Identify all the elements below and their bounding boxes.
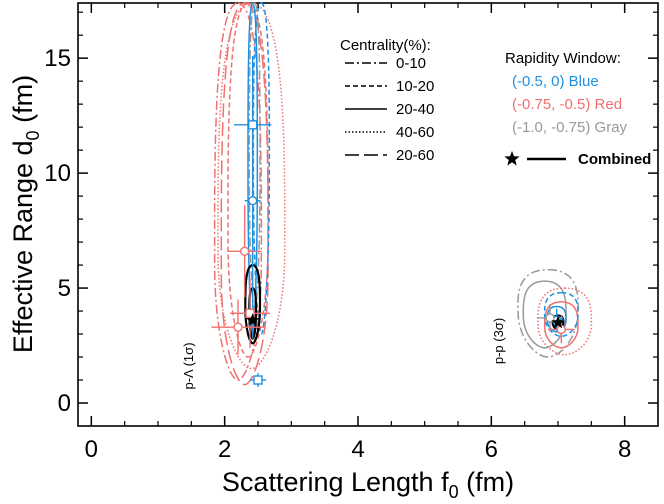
- centrality-legend-label: 10-20: [396, 78, 434, 95]
- annotation-p-lambda: p-Λ (1σ): [181, 342, 196, 389]
- data-point-circle: [545, 313, 555, 323]
- data-point-star: [551, 315, 565, 329]
- contour-p-p-blue-short-dash: [543, 291, 579, 338]
- x-tick-label: 6: [485, 436, 498, 463]
- contour-p-p-gray-dash-dot: [517, 268, 579, 358]
- centrality-legend: 0-10 10-20 20-40 40-60 20-60: [345, 55, 434, 164]
- data-point-circle: [239, 246, 250, 256]
- contour-p-lambda-red-long-dash: [220, 2, 269, 386]
- rapidity-legend-title: Rapidity Window:: [505, 50, 621, 67]
- annotation-p-p: p-p (3σ): [491, 318, 506, 364]
- centrality-legend-label: 0-10: [396, 55, 426, 72]
- centrality-legend-title: Centrality(%):: [340, 37, 431, 54]
- x-tick-label: 0: [85, 436, 98, 463]
- rapidity-legend-label: (-1.0, -0.75) Gray: [512, 119, 628, 136]
- contour-p-lambda-red-dotted: [217, 2, 286, 370]
- data-point-square: [245, 308, 255, 319]
- centrality-legend-label: 20-40: [396, 101, 434, 118]
- x-tick-label: 4: [351, 436, 364, 463]
- data-point-square: [253, 375, 263, 385]
- y-tick-label: 0: [58, 390, 71, 417]
- contour-p-lambda-black-solid: [244, 263, 262, 345]
- y-tick-label: 15: [44, 45, 71, 72]
- centrality-legend-label: 20-60: [396, 147, 434, 164]
- data-point-circle: [247, 196, 258, 206]
- data-point-star: [246, 313, 260, 326]
- marker-layer: [233, 120, 567, 385]
- combined-legend-label: Combined: [578, 151, 651, 168]
- data-point-circle: [233, 322, 243, 332]
- axis-layer: 0 2 4 6 8 0 5 10 15: [44, 3, 658, 463]
- rapidity-legend: (-0.5, 0) Blue (-0.75, -0.5) Red (-1.0, -0…: [504, 73, 651, 168]
- plot-frame: [77, 2, 659, 427]
- x-tick-label: 2: [218, 436, 231, 463]
- x-tick-label: 8: [618, 436, 631, 463]
- rapidity-legend-label: (-0.5, 0) Blue: [512, 73, 599, 90]
- y-tick-label: 5: [58, 275, 71, 302]
- contour-p-lambda-blue-short-dash: [252, 2, 271, 335]
- y-axis-title: Effective Range d0 (fm): [8, 75, 43, 353]
- contour-p-p-gray-solid: [522, 280, 567, 349]
- centrality-legend-label: 40-60: [396, 124, 434, 141]
- rapidity-legend-label: (-0.75, -0.5) Red: [512, 96, 622, 113]
- contour-p-p-red-dotted: [537, 287, 593, 356]
- x-axis-title: Scattering Length f0 (fm): [222, 467, 514, 499]
- y-tick-label: 10: [44, 160, 71, 187]
- data-point-square: [247, 120, 258, 130]
- contour-p-lambda-red-short-dash: [227, 2, 269, 358]
- combined-star-icon: [504, 151, 520, 166]
